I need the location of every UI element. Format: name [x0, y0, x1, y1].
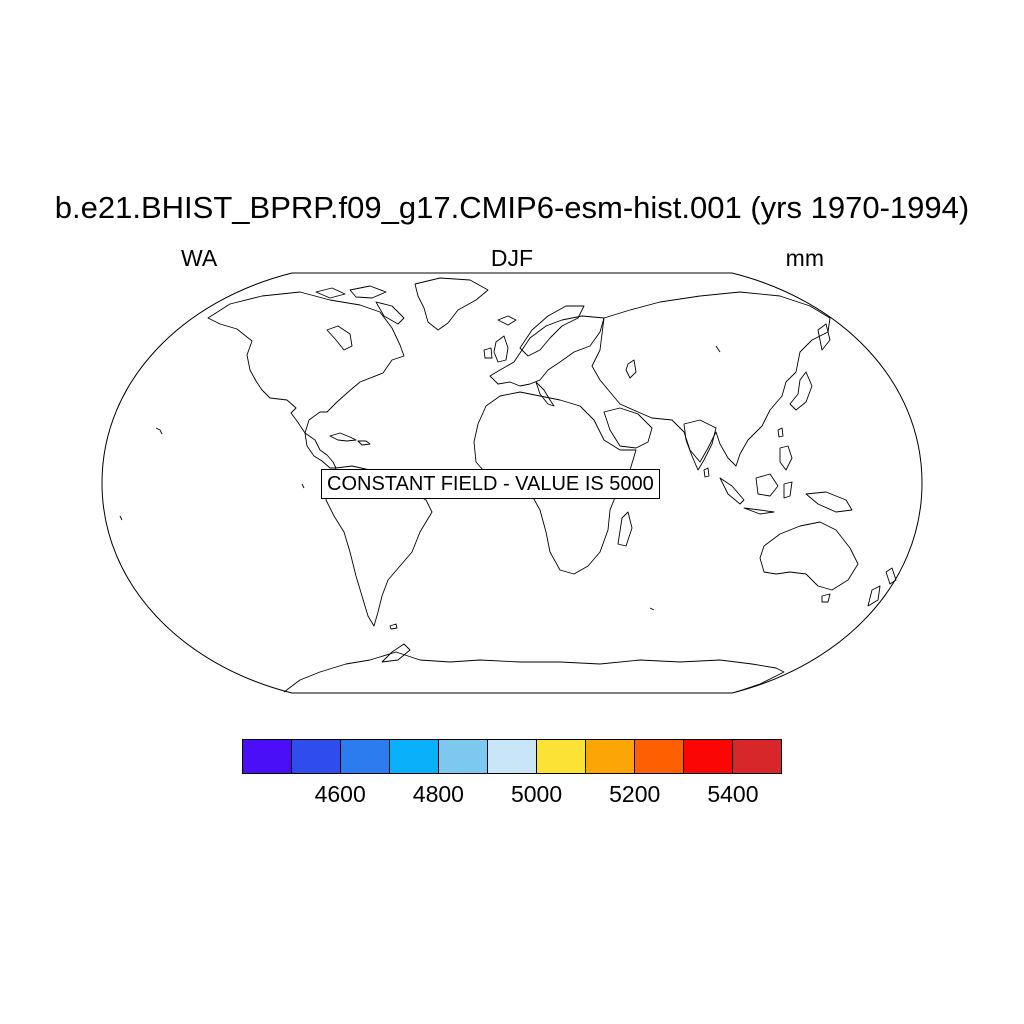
coast-arctic-islands-1	[315, 287, 346, 299]
colorbar	[242, 739, 782, 774]
coast-new-zealand-n	[885, 567, 897, 585]
coast-britain	[493, 335, 509, 363]
coast-india	[683, 419, 717, 471]
colorbar-box-7	[586, 740, 635, 773]
coast-asia	[591, 291, 831, 467]
colorbar-box-8	[635, 740, 684, 773]
coast-sumatra	[719, 477, 745, 505]
coast-sulawesi	[783, 481, 793, 499]
coast-sri-lanka	[703, 467, 710, 478]
coast-madagascar	[617, 511, 633, 547]
colorbar-label: 5400	[707, 781, 759, 807]
colorbar-box-1	[292, 740, 341, 773]
colorbar-box-10	[733, 740, 781, 773]
left-string: WA	[181, 245, 218, 271]
coast-java	[743, 507, 775, 515]
coast-new-zealand-s	[867, 585, 881, 607]
coast-scandinavia	[519, 305, 585, 357]
coast-hawaii	[155, 427, 163, 435]
coast-small-island-2	[649, 607, 655, 611]
coast-antarctica	[283, 651, 785, 693]
center-string: DJF	[490, 245, 534, 271]
coast-north-america	[207, 291, 405, 434]
coast-small-island-4	[715, 345, 721, 353]
coast-arctic-islands-2	[349, 285, 387, 299]
colorbar-box-5	[488, 740, 537, 773]
coast-antarctic-peninsula	[381, 643, 411, 663]
right-string: mm	[785, 245, 824, 271]
coast-japan	[789, 371, 813, 411]
coast-new-guinea	[805, 491, 853, 513]
coast-iceland	[497, 315, 517, 326]
colorbar-label: 5200	[609, 781, 661, 807]
plot-title: b.e21.BHIST_BPRP.f09_g17.CMIP6-esm-hist.…	[54, 190, 970, 225]
coast-tasmania	[821, 593, 831, 603]
coast-europe	[489, 315, 605, 387]
coast-hudson-bay	[326, 325, 353, 351]
colorbar-box-4	[439, 740, 488, 773]
coast-philippines	[779, 445, 793, 471]
colorbar-label: 4800	[412, 781, 464, 807]
colorbar-box-3	[390, 740, 439, 773]
coast-italy	[535, 381, 555, 407]
coast-greenland	[414, 277, 489, 331]
coast-kamchatka	[817, 323, 831, 351]
coast-caspian	[625, 359, 637, 379]
coast-arabia	[603, 407, 653, 449]
coast-borneo	[755, 473, 779, 497]
constant-field-label: CONSTANT FIELD - VALUE IS 5000	[321, 469, 660, 499]
coast-taiwan	[777, 427, 784, 438]
coast-hispaniola	[357, 440, 371, 446]
coast-ireland	[483, 347, 493, 359]
colorbar-box-6	[537, 740, 586, 773]
colorbar-box-0	[243, 740, 292, 773]
coast-baffin	[375, 301, 405, 325]
coast-australia	[759, 521, 859, 591]
coast-small-island-1	[301, 483, 305, 489]
coastlines	[119, 277, 897, 693]
colorbar-box-9	[684, 740, 733, 773]
colorbar-box-2	[341, 740, 390, 773]
coast-cuba	[329, 432, 357, 442]
coast-small-island-3	[119, 515, 123, 521]
colorbar-label: 4600	[314, 781, 366, 807]
colorbar-label: 5000	[510, 781, 563, 807]
coast-falklands	[389, 623, 398, 630]
